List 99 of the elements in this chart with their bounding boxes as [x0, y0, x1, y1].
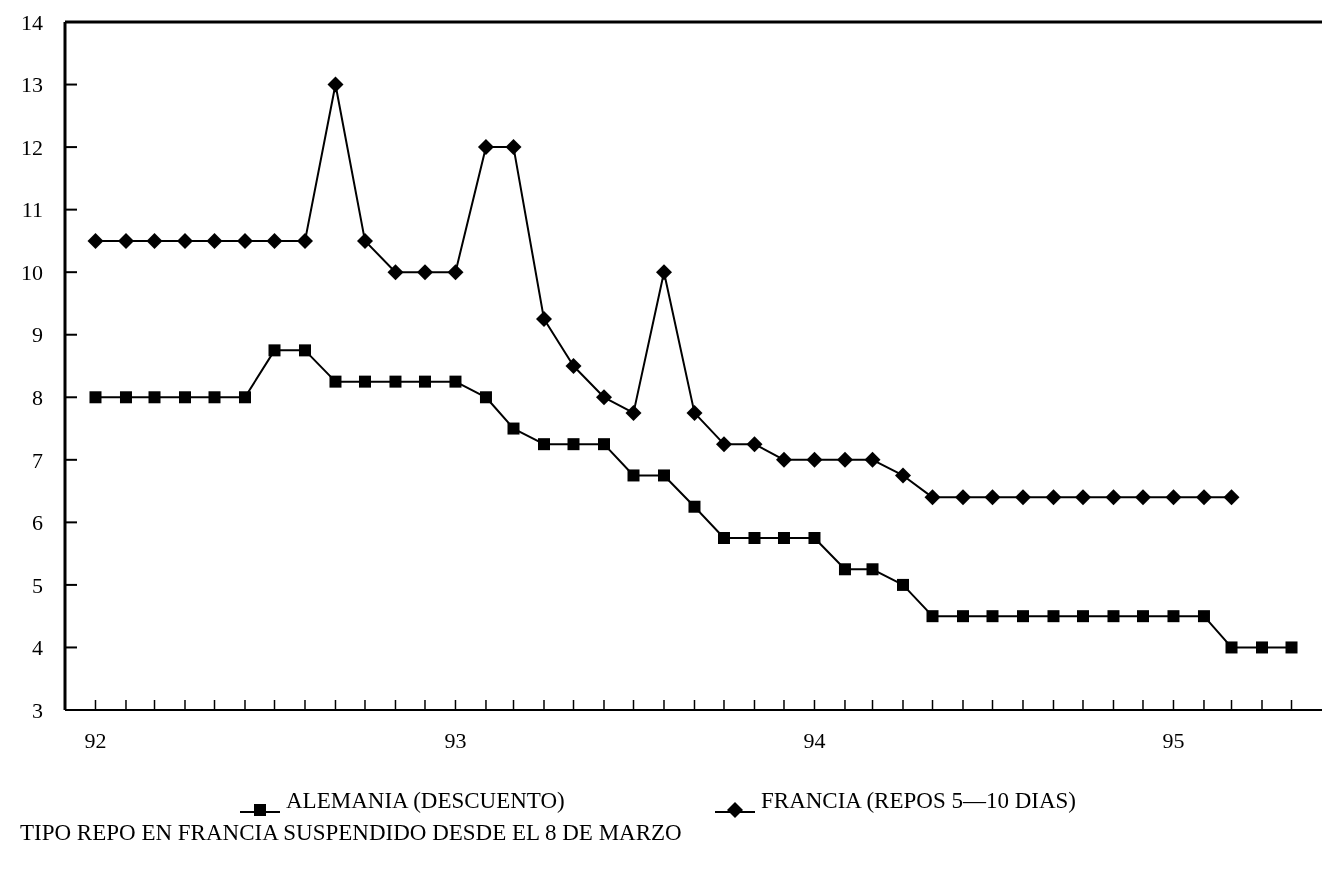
point	[298, 344, 311, 357]
point	[356, 232, 373, 249]
legend-label: FRANCIA (REPOS 5—10 DIAS)	[761, 788, 1077, 813]
point	[864, 451, 881, 468]
point	[538, 438, 550, 451]
point	[507, 422, 520, 435]
point	[1105, 489, 1122, 506]
point	[657, 469, 670, 482]
point	[236, 232, 253, 249]
y-tick-label: 12	[21, 134, 43, 160]
point	[688, 500, 701, 513]
point	[177, 232, 193, 249]
point	[418, 375, 431, 388]
point	[449, 375, 462, 388]
point	[1197, 610, 1210, 623]
point	[806, 451, 823, 468]
point	[627, 469, 640, 482]
y-tick-label: 14	[21, 9, 43, 35]
point	[329, 375, 342, 388]
point	[866, 563, 879, 576]
y-tick-label: 5	[32, 572, 43, 598]
point	[955, 489, 971, 506]
point	[179, 391, 191, 404]
point	[808, 532, 821, 544]
point	[1256, 641, 1268, 654]
point	[296, 232, 313, 249]
point	[327, 76, 344, 93]
point	[567, 438, 580, 451]
y-tick-label: 8	[32, 384, 43, 410]
point	[238, 391, 251, 404]
point	[87, 232, 104, 249]
point	[1017, 610, 1029, 623]
point	[266, 232, 283, 249]
point	[1047, 610, 1060, 623]
point	[746, 436, 763, 453]
point	[447, 264, 464, 281]
point	[838, 563, 851, 576]
point	[897, 578, 909, 591]
point	[655, 264, 672, 281]
point	[1167, 610, 1180, 623]
point	[146, 232, 163, 249]
point	[717, 532, 730, 544]
y-tick-label: 10	[21, 259, 43, 285]
text: TIPO REPO EN FRANCIA SUSPENDIDO DESDE EL 8 DE MARZO	[20, 820, 682, 845]
point	[1045, 489, 1062, 506]
point	[895, 467, 911, 484]
y-tick-label: 3	[32, 697, 43, 723]
point	[1136, 610, 1149, 623]
point	[715, 436, 732, 453]
point	[775, 451, 792, 468]
point	[477, 139, 494, 156]
point	[1107, 610, 1120, 623]
x-tick-label: 92	[84, 728, 107, 753]
point	[1195, 489, 1212, 506]
y-tick-label: 4	[32, 635, 43, 661]
point	[208, 391, 221, 404]
x-tick-label: 94	[803, 728, 826, 753]
point	[1134, 489, 1151, 506]
point	[1225, 641, 1238, 654]
point	[1076, 610, 1089, 623]
point	[625, 404, 642, 421]
point	[358, 375, 371, 388]
point	[1015, 489, 1031, 506]
x-tick-label: 93	[444, 728, 467, 753]
point	[387, 264, 404, 281]
point	[986, 610, 999, 623]
point	[505, 139, 522, 156]
point	[206, 232, 223, 249]
legend-label: ALEMANIA (DESCUENTO)	[286, 788, 565, 813]
point	[148, 391, 161, 404]
point	[536, 311, 552, 328]
point	[984, 489, 1001, 506]
point	[1165, 489, 1182, 506]
y-tick-label: 13	[21, 72, 43, 98]
point	[416, 264, 433, 281]
point	[777, 532, 790, 544]
point	[389, 375, 402, 388]
point	[1223, 489, 1240, 506]
point	[89, 391, 102, 404]
y-tick-label: 7	[32, 447, 43, 473]
point	[1285, 641, 1298, 654]
y-tick-label: 9	[32, 322, 43, 348]
point	[748, 532, 761, 544]
point	[565, 358, 582, 374]
point	[268, 344, 281, 357]
point	[1074, 489, 1091, 506]
point	[119, 391, 132, 404]
point	[926, 610, 939, 623]
point	[924, 489, 941, 506]
x-tick-label: 95	[1162, 728, 1185, 753]
point	[957, 610, 969, 623]
point	[598, 438, 610, 451]
point	[836, 451, 853, 468]
point	[117, 232, 134, 249]
point	[479, 391, 492, 404]
y-tick-label: 6	[32, 510, 43, 536]
point	[686, 404, 703, 421]
point	[596, 389, 612, 406]
y-tick-label: 11	[21, 197, 43, 223]
